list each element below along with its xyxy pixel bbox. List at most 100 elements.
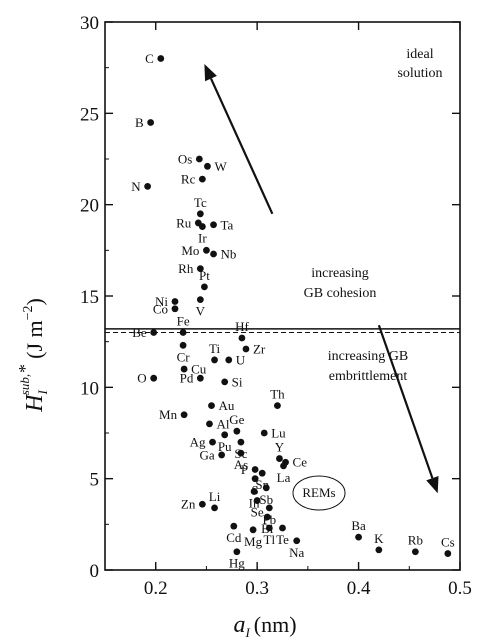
- cohesion-annotation: increasing GB cohesion: [304, 266, 377, 301]
- data-point-fe: [179, 329, 187, 336]
- data-point-ir: [198, 223, 206, 230]
- point-label-al: Al: [216, 416, 229, 431]
- point-label-be: Be: [132, 325, 147, 340]
- point-label-rb: Rb: [408, 533, 423, 548]
- point-label-co: Co: [153, 301, 168, 316]
- data-point-co: [171, 305, 179, 313]
- point-label-ta: Ta: [221, 217, 234, 232]
- point-label-rh: Rh: [178, 261, 194, 276]
- data-point-li: [211, 504, 218, 512]
- point-label-n: N: [131, 179, 141, 194]
- y-axis-subscript: I: [35, 390, 50, 396]
- data-point-mn: [180, 411, 188, 419]
- point-label-in: In: [249, 495, 260, 510]
- data-point-ga: [218, 451, 226, 459]
- svg-text:aI(nm): aI (nm): [233, 612, 296, 640]
- point-label-cr: Cr: [177, 349, 191, 364]
- point-label-b: B: [135, 115, 144, 130]
- point-label-ga: Ga: [199, 447, 214, 462]
- data-point-hf: [238, 334, 246, 342]
- cohesion-line-2: GB cohesion: [304, 286, 377, 301]
- data-point-au: [208, 402, 215, 409]
- point-label-u: U: [236, 352, 246, 367]
- arrow-shaft: [210, 78, 274, 215]
- point-label-si: Si: [232, 374, 243, 389]
- point-label-cs: Cs: [441, 535, 455, 550]
- x-axis-subscript: I: [244, 625, 250, 640]
- y-axis-unit-superscript: −2: [21, 305, 36, 320]
- point-label-pu: Pu: [218, 439, 232, 454]
- point-label-te: Te: [276, 532, 289, 547]
- data-point-pb: [265, 504, 273, 512]
- data-point-in: [250, 488, 258, 495]
- data-point-rh: [196, 265, 204, 272]
- point-label-sc: Sc: [234, 446, 247, 461]
- point-label-lu: Lu: [271, 426, 286, 441]
- point-label-sn: Sn: [255, 477, 269, 492]
- data-point-ta: [210, 221, 217, 229]
- data-point-w: [204, 162, 211, 170]
- point-label-hg: Hg: [229, 556, 245, 571]
- data-point-rb: [411, 548, 419, 556]
- arrow-head: [426, 476, 439, 494]
- point-label-v: V: [196, 304, 206, 319]
- rems-annotation: REMs: [292, 475, 346, 511]
- embrittlement-line-1: increasing GB: [328, 349, 408, 364]
- data-point-sc: [237, 438, 245, 446]
- point-label-ag: Ag: [190, 435, 206, 450]
- data-point-tc: [196, 210, 204, 218]
- data-point-y: [276, 455, 283, 462]
- y-tick-label: 10: [80, 378, 99, 399]
- cohesion-line-1: increasing: [311, 266, 369, 281]
- point-label-tc: Tc: [194, 195, 207, 210]
- point-label-mn: Mn: [159, 407, 178, 422]
- data-point-o: [150, 374, 158, 382]
- point-label-nb: Nb: [221, 246, 237, 261]
- point-label-sb: Sb: [259, 492, 273, 507]
- data-point-cs: [444, 550, 452, 557]
- point-label-se: Se: [251, 505, 264, 520]
- point-label-k: K: [374, 531, 384, 546]
- point-label-cu: Cu: [191, 362, 207, 377]
- x-axis-title: aI (nm): [233, 612, 296, 640]
- point-label-fe: Fe: [177, 314, 190, 329]
- data-point-ba: [355, 533, 362, 541]
- data-point-tl: [265, 524, 273, 532]
- data-point-th: [274, 402, 281, 409]
- y-axis-star: *: [15, 365, 35, 374]
- data-point-pu: [221, 431, 229, 439]
- embrittlement-annotation: increasing GB embrittlement: [328, 349, 408, 384]
- data-point-be: [150, 329, 158, 336]
- rems-label: REMs: [302, 485, 335, 500]
- point-label-y: Y: [275, 440, 285, 455]
- svg-text:HIsub,*(J m−2): HIsub,* (J m−2): [15, 298, 50, 413]
- point-label-zr: Zr: [253, 341, 266, 356]
- point-label-ru: Ru: [176, 215, 192, 230]
- y-tick-label: 15: [80, 287, 99, 308]
- point-label-as: As: [234, 457, 248, 472]
- x-tick-label: 0.4: [347, 578, 371, 599]
- data-point-v: [196, 296, 204, 304]
- x-tick-label: 0.2: [144, 578, 168, 599]
- point-label-bi: Bi: [261, 521, 274, 536]
- x-tick-label: 0.5: [448, 578, 472, 599]
- y-tick-label: 0: [90, 561, 100, 582]
- data-point-zr: [242, 345, 250, 353]
- data-point-la: [280, 462, 287, 470]
- data-points: [144, 55, 452, 557]
- data-point-si: [221, 378, 229, 386]
- arrows: [204, 64, 439, 494]
- data-point-hg: [233, 548, 241, 556]
- ideal-solution-annotation: ideal solution: [397, 47, 442, 81]
- point-label-ir: Ir: [198, 231, 207, 246]
- point-label-ce: Ce: [293, 455, 308, 470]
- data-point-ag: [209, 438, 216, 446]
- point-label-au: Au: [219, 398, 235, 413]
- data-point-lu: [260, 429, 268, 437]
- point-label-zn: Zn: [181, 497, 196, 512]
- y-axis-superscript: sub,: [17, 374, 32, 395]
- y-axis-unit-end: ): [22, 298, 47, 305]
- arrow-head: [204, 64, 217, 82]
- point-label-pd: Pd: [180, 371, 194, 386]
